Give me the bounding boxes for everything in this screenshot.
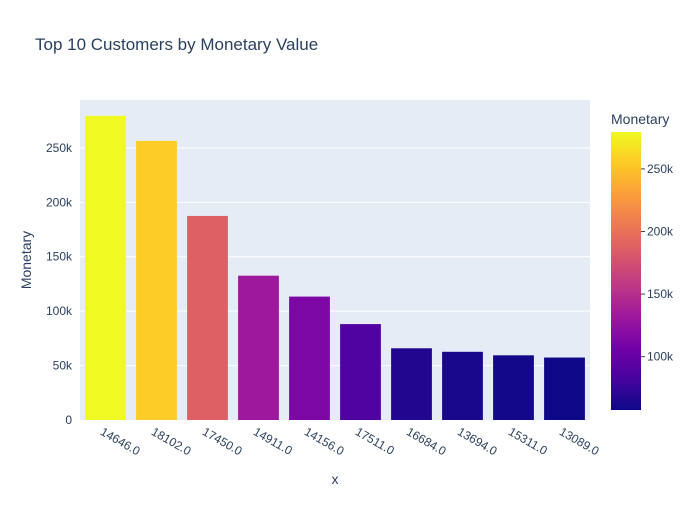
y-tick-label: 200k: [46, 195, 73, 209]
y-axis-title: Monetary: [18, 231, 34, 289]
colorbar-gradient: [611, 132, 641, 410]
x-tick-label: 17450.0: [200, 424, 245, 458]
colorbar-title: Monetary: [611, 111, 669, 127]
bar: [85, 115, 126, 421]
x-tick-label: 15311.0: [506, 424, 550, 458]
y-tick-label: 0: [65, 413, 72, 427]
bar: [187, 215, 228, 420]
bar: [493, 355, 534, 420]
x-tick-label: 18102.0: [149, 424, 194, 458]
colorbar-tick-label: 100k: [647, 350, 674, 364]
y-tick-label: 50k: [53, 359, 73, 373]
bar: [340, 324, 381, 420]
y-axis-ticks: 0 50k 100k 150k 200k 250k: [46, 141, 73, 427]
x-tick-label: 14156.0: [302, 424, 347, 458]
bar: [238, 275, 279, 420]
bar: [544, 357, 585, 420]
bar: [442, 351, 483, 420]
colorbar-tick-label: 200k: [647, 224, 674, 238]
colorbar-ticks: 100k 150k 200k 250k: [641, 162, 674, 364]
x-tick-label: 14911.0: [251, 424, 295, 458]
x-tick-label: 13694.0: [455, 424, 500, 458]
x-axis-ticks: 14646.0 18102.0 17450.0 14911.0 14156.0 17511…: [98, 424, 602, 458]
colorbar: Monetary 100k 150k 200k 250k: [611, 111, 674, 410]
chart-title: Top 10 Customers by Monetary Value: [35, 35, 318, 54]
bar: [136, 140, 177, 421]
x-axis-title: x: [332, 471, 339, 487]
x-tick-label: 13089.0: [557, 424, 602, 458]
y-tick-label: 250k: [46, 141, 73, 155]
bar: [289, 296, 330, 420]
bar: [391, 348, 432, 420]
colorbar-tick-label: 150k: [647, 287, 674, 301]
x-tick-label: 14646.0: [98, 424, 143, 458]
x-tick-label: 16684.0: [404, 424, 449, 458]
y-tick-label: 150k: [46, 250, 73, 264]
x-tick-label: 17511.0: [353, 424, 397, 458]
colorbar-tick-label: 250k: [647, 162, 674, 176]
bars: [85, 115, 585, 421]
y-tick-label: 100k: [46, 304, 73, 318]
